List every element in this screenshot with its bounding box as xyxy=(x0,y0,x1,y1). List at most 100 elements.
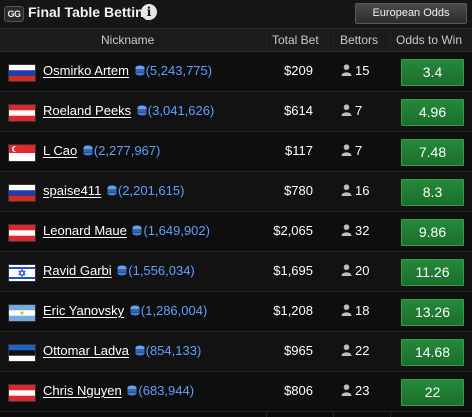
chips-icon xyxy=(83,143,94,158)
bettors-count: 7 xyxy=(341,103,362,118)
bettors-value: 16 xyxy=(355,183,370,198)
info-icon[interactable]: i xyxy=(141,4,157,20)
player-cell: Eric Yanovsky (1,286,004) xyxy=(43,303,207,318)
bettors-count: 18 xyxy=(341,303,369,318)
chips-icon xyxy=(135,63,146,78)
odds-button[interactable]: 3.4 xyxy=(401,59,464,86)
player-name-link[interactable]: Leonard Maue xyxy=(43,223,127,238)
person-icon xyxy=(341,383,355,398)
chips-icon xyxy=(135,343,146,358)
odds-button[interactable]: 4.96 xyxy=(401,99,464,126)
odds-button[interactable]: 13.26 xyxy=(401,299,464,326)
total-bet: $780 xyxy=(284,183,313,198)
bettors-count: 23 xyxy=(341,383,369,398)
chip-count: (5,243,775) xyxy=(135,63,213,78)
chips-icon xyxy=(130,303,141,318)
flag-icon xyxy=(8,344,36,362)
player-name-link[interactable]: spaise411 xyxy=(43,183,102,198)
table-row: spaise411 (2,201,615) $780 16 8.3 xyxy=(0,172,472,212)
player-cell: L Cao (2,277,967) xyxy=(43,143,160,158)
player-name-link[interactable]: Eric Yanovsky xyxy=(43,303,125,318)
flag-icon xyxy=(8,104,36,122)
player-cell: Roeland Peeks (3,041,626) xyxy=(43,103,214,118)
chip-count-value: (1,556,034) xyxy=(128,263,195,278)
player-name-link[interactable]: Osmirko Artem xyxy=(43,63,129,78)
person-icon xyxy=(341,103,355,118)
chips-icon xyxy=(117,263,128,278)
person-icon xyxy=(341,303,355,318)
bettors-value: 7 xyxy=(355,103,363,118)
chips-icon xyxy=(132,223,143,238)
player-name-link[interactable]: Ottomar Ladva xyxy=(43,343,129,358)
total-bet: $1,208 xyxy=(273,303,313,318)
column-odds-to-win[interactable]: Odds to Win xyxy=(396,33,463,47)
chip-count-value: (2,277,967) xyxy=(93,143,161,158)
total-bet: $614 xyxy=(284,103,313,118)
total-bet: $209 xyxy=(284,63,313,78)
player-cell: Ravid Garbi (1,556,034) xyxy=(43,263,195,278)
odds-button[interactable]: 9.86 xyxy=(401,219,464,246)
player-table: Osmirko Artem (5,243,775) $209 15 3.4 Roelan… xyxy=(0,52,472,412)
player-cell: Osmirko Artem (5,243,775) xyxy=(43,63,212,78)
chip-count-value: (683,944) xyxy=(138,383,195,398)
player-name-link[interactable]: Roeland Peeks xyxy=(43,103,132,118)
total-bet: $1,695 xyxy=(273,263,313,278)
flag-icon xyxy=(8,264,36,282)
table-row: Ravid Garbi (1,556,034) $1,695 20 11.26 xyxy=(0,252,472,292)
bettors-value: 7 xyxy=(355,143,363,158)
chip-count: (2,201,615) xyxy=(107,183,184,198)
bettors-count: 16 xyxy=(341,183,369,198)
chip-count: (2,277,967) xyxy=(83,143,161,158)
flag-icon xyxy=(8,384,36,402)
chips-icon xyxy=(127,383,138,398)
bettors-value: 18 xyxy=(355,303,370,318)
flag-icon xyxy=(8,144,36,162)
table-row: Eric Yanovsky (1,286,004) $1,208 18 13.26 xyxy=(0,292,472,332)
flag-icon xyxy=(8,224,36,242)
player-name-link[interactable]: L Cao xyxy=(43,143,78,158)
bettors-value: 20 xyxy=(355,263,370,278)
chip-count-value: (1,286,004) xyxy=(140,303,208,318)
odds-button[interactable]: 22 xyxy=(401,379,464,406)
column-header: Nickname Total Bet Bettors Odds to Win xyxy=(0,29,472,52)
player-name-link[interactable]: Ravid Garbi xyxy=(43,263,112,278)
bettors-value: 22 xyxy=(355,343,370,358)
player-cell: Chris Nguyen (683,944) xyxy=(43,383,194,398)
player-cell: Leonard Maue (1,649,902) xyxy=(43,223,210,238)
person-icon xyxy=(341,143,355,158)
chips-icon xyxy=(137,103,148,118)
total-bet: $965 xyxy=(284,343,313,358)
chip-count: (1,286,004) xyxy=(130,303,208,318)
chip-count: (1,649,902) xyxy=(132,223,210,238)
player-cell: spaise411 (2,201,615) xyxy=(43,183,184,198)
table-row: L Cao (2,277,967) $117 7 7.48 xyxy=(0,132,472,172)
panel-header: GG Final Table Betting i European Odds xyxy=(0,0,472,29)
player-name-link[interactable]: Chris Nguyen xyxy=(43,383,122,398)
chip-count-value: (5,243,775) xyxy=(145,63,213,78)
odds-button[interactable]: 11.26 xyxy=(401,259,464,286)
table-row: Osmirko Artem (5,243,775) $209 15 3.4 xyxy=(0,52,472,92)
column-total-bet[interactable]: Total Bet xyxy=(272,33,319,47)
flag-icon xyxy=(8,304,36,322)
odds-button[interactable]: 14.68 xyxy=(401,339,464,366)
chip-count: (1,556,034) xyxy=(117,263,195,278)
panel-title: Final Table Betting xyxy=(28,4,153,20)
bettors-count: 15 xyxy=(341,63,369,78)
chip-count-value: (854,133) xyxy=(145,343,202,358)
odds-button[interactable]: 7.48 xyxy=(401,139,464,166)
table-row: Roeland Peeks (3,041,626) $614 7 4.96 xyxy=(0,92,472,132)
column-bettors[interactable]: Bettors xyxy=(340,33,379,47)
column-nickname[interactable]: Nickname xyxy=(101,33,155,47)
bettors-count: 7 xyxy=(341,143,362,158)
flag-icon xyxy=(8,64,36,82)
person-icon xyxy=(341,343,355,358)
chip-count-value: (1,649,902) xyxy=(143,223,210,238)
odds-format-select[interactable]: European Odds xyxy=(355,3,467,24)
total-bet: $2,065 xyxy=(273,223,313,238)
bettors-count: 20 xyxy=(341,263,369,278)
odds-button[interactable]: 8.3 xyxy=(401,179,464,206)
player-cell: Ottomar Ladva (854,133) xyxy=(43,343,201,358)
bettors-count: 32 xyxy=(341,223,369,238)
table-row: Leonard Maue (1,649,902) $2,065 32 9.86 xyxy=(0,212,472,252)
